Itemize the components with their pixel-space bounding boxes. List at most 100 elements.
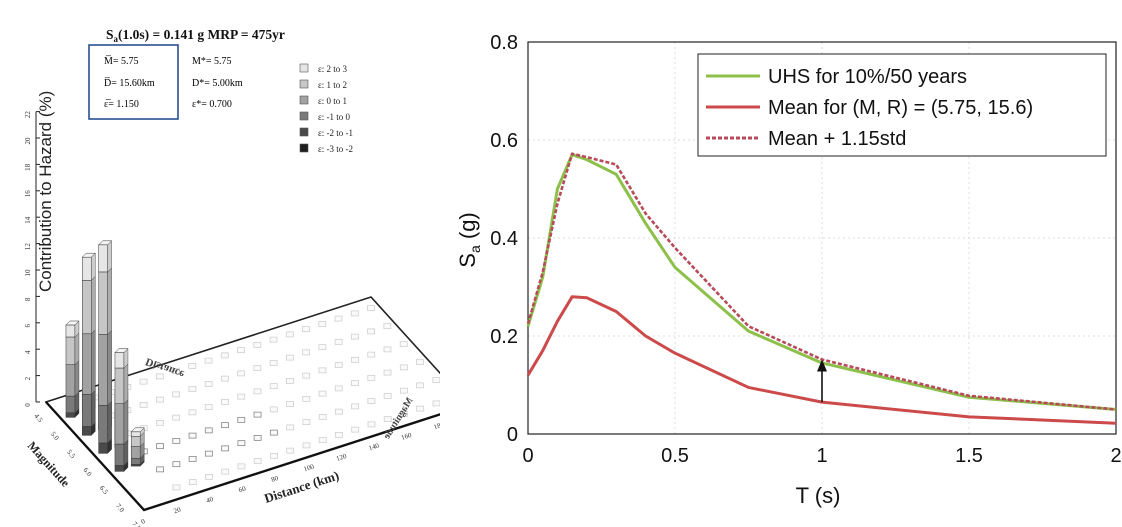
bar-top: [130, 427, 145, 433]
bar-segment: [82, 256, 92, 281]
empty-cell: [188, 386, 197, 393]
empty-cell: [269, 429, 278, 436]
empty-cell: [399, 387, 408, 394]
empty-cell: [172, 391, 181, 398]
epsilon-label: ε: 1 to 2: [318, 80, 347, 90]
bar-segment: [130, 446, 141, 459]
stat-dbar: D̅= 15.60km: [104, 78, 155, 89]
empty-cell: [318, 413, 327, 420]
deaggregation-floor: 4.5 5.0 5.5 6.0 6.5 7.0 7.50 20 40 60 80 100 120 140 1…: [32, 296, 440, 527]
empty-cell: [367, 351, 376, 358]
empty-cell: [204, 380, 213, 387]
x-tick-label: 2: [1110, 445, 1121, 467]
empty-cell: [383, 392, 392, 399]
y-tick-label: 0.2: [490, 326, 518, 348]
empty-cell: [188, 455, 197, 462]
empty-cell: [416, 405, 425, 412]
empty-cell: [334, 338, 343, 345]
arrow-head: [817, 359, 827, 372]
stat-dstar: D*= 5.00km: [192, 78, 243, 89]
distance-tick: 0: [140, 517, 146, 526]
y-tick-label: 0: [507, 424, 518, 446]
bar-segment: [82, 333, 92, 395]
distance-tick: 160: [400, 431, 413, 442]
bar-segment: [114, 443, 125, 466]
bar-segment: [98, 244, 108, 273]
empty-cell: [383, 346, 392, 353]
empty-cell: [367, 328, 376, 335]
empty-cell: [221, 398, 229, 405]
bar-top: [114, 348, 129, 353]
empty-cell: [367, 374, 376, 381]
empty-cell: [221, 468, 230, 475]
bar-side: [91, 252, 96, 281]
empty-cell: [399, 364, 408, 371]
distance-tick: 80: [270, 474, 280, 484]
z-tick-label: 6: [24, 324, 32, 328]
bar-top: [98, 240, 113, 246]
bar-segment: [130, 431, 141, 437]
empty-cell: [188, 479, 197, 486]
series-line-3: [526, 152, 1117, 411]
z-tick-label: 20: [24, 137, 32, 145]
empty-cell: [270, 452, 278, 459]
empty-cell: [253, 341, 262, 348]
bar-segment: [65, 412, 76, 418]
x-tick-label: 1: [816, 445, 827, 467]
empty-cell: [351, 426, 360, 433]
empty-cell: [156, 466, 165, 473]
distance-tick: 180: [433, 420, 440, 431]
empty-cell: [318, 367, 327, 374]
empty-cell: [351, 380, 359, 387]
x-tick-label: 1.5: [955, 445, 983, 467]
legend-label-2: Mean for (M, R) = (5.75, 15.6): [768, 97, 1033, 119]
bar-segment: [65, 336, 76, 365]
epsilon-swatch: [299, 111, 309, 121]
magnitude-tick: 5.0: [49, 430, 61, 442]
bar-segment: [130, 436, 141, 447]
z-tick-label: 10: [24, 269, 32, 277]
z-axis-label: Contribution to Hazard (%): [36, 91, 55, 292]
empty-cell: [302, 395, 311, 402]
distance-tick: 20: [173, 505, 183, 515]
bar-segment: [98, 334, 108, 406]
bar-segment: [130, 457, 141, 465]
empty-cell: [188, 409, 197, 416]
bar-side: [91, 275, 96, 335]
empty-cell: [416, 382, 425, 389]
legend-box: [697, 53, 1107, 157]
stats-box: [88, 44, 179, 120]
y-tick-label: 0.6: [490, 130, 518, 152]
empty-cell: [172, 461, 181, 468]
floor-front-edge: [45, 401, 440, 512]
bar-side: [107, 267, 112, 335]
empty-cell: [221, 422, 229, 429]
empty-cell: [204, 357, 213, 364]
empty-cell: [318, 437, 327, 444]
deaggregation-bars: [65, 240, 145, 472]
z-tick-label: 22: [24, 111, 32, 119]
empty-cell: [205, 473, 213, 480]
magnitude-tick: 5.5: [65, 448, 77, 460]
z-tick-label: 12: [24, 243, 32, 251]
empty-cell: [172, 484, 181, 491]
empty-cell: [383, 369, 392, 376]
empty-cell: [139, 401, 148, 408]
z-tick-label: 0: [24, 403, 32, 407]
empty-cell: [269, 336, 278, 343]
y-axis-ticks: 0 0.2 0.4 0.6 0.8: [490, 32, 518, 446]
bar-segment: [98, 405, 108, 444]
empty-cell: [156, 419, 164, 426]
distance-tick: 60: [238, 484, 248, 494]
bar-segment: [98, 442, 108, 454]
empty-cell: [204, 427, 213, 434]
bar-side: [91, 329, 96, 395]
empty-cell: [269, 383, 278, 390]
distance-tick: 40: [205, 495, 215, 505]
legend-label-3: Mean + 1.15std: [768, 128, 906, 150]
empty-cell: [172, 368, 180, 375]
empty-cell: [367, 305, 375, 312]
bar-segment: [82, 394, 92, 427]
empty-cell: [220, 352, 229, 359]
empty-cell: [350, 333, 359, 340]
